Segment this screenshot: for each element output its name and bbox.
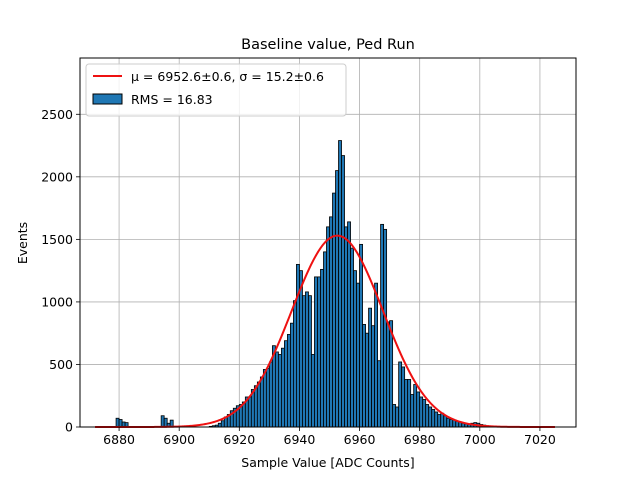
histogram-bar: [374, 282, 378, 428]
histogram-bar: [359, 243, 363, 428]
histogram-bar: [446, 417, 451, 428]
histogram-bar: [362, 324, 366, 428]
legend-hist-swatch: [92, 93, 123, 105]
histogram-bar: [410, 394, 415, 428]
histogram-bar: [353, 270, 357, 428]
histogram-bar: [440, 412, 445, 428]
x-tick-label: 6880: [103, 432, 135, 447]
y-tick-label: 1000: [41, 294, 73, 309]
histogram-bar: [317, 276, 321, 428]
histogram-bar: [332, 192, 336, 428]
y-axis-label: Events: [15, 222, 30, 264]
y-tick-label: 2000: [41, 169, 73, 184]
histogram-bar: [392, 404, 397, 428]
histogram-bar: [265, 367, 270, 428]
histogram-bar: [344, 226, 348, 428]
histogram-bar: [338, 140, 342, 428]
x-tick-label: 6940: [284, 432, 316, 447]
histogram-bar: [383, 228, 388, 428]
histogram-bar: [247, 396, 252, 428]
histogram-bar: [296, 263, 300, 428]
histogram-bar: [365, 332, 369, 428]
histogram-bar: [398, 361, 403, 428]
histogram-bar: [368, 307, 372, 428]
histogram-bar: [305, 291, 309, 428]
histogram-bar: [347, 221, 351, 428]
histogram-bar: [311, 354, 315, 428]
histogram-bar: [320, 268, 324, 428]
histogram-bar: [274, 351, 279, 428]
histogram-bar: [314, 276, 318, 428]
x-tick-label: 6900: [163, 432, 195, 447]
histogram-bar: [386, 321, 391, 428]
x-tick-label: 7000: [464, 432, 496, 447]
histogram-bar: [380, 223, 385, 428]
histogram-bar: [115, 417, 120, 428]
y-tick-label: 500: [49, 357, 73, 372]
histogram-bar: [419, 396, 424, 428]
legend: μ = 6952.6±0.6, σ = 15.2±0.6 RMS = 16.83: [85, 63, 347, 117]
histogram-bar: [284, 340, 288, 428]
histogram-bar: [256, 381, 261, 428]
histogram-bar: [413, 384, 418, 428]
histogram-bar: [217, 422, 222, 428]
histogram-bar: [401, 366, 406, 428]
histogram-bar: [308, 295, 312, 428]
histogram-bar: [377, 360, 382, 428]
histogram-bar: [341, 155, 345, 428]
histogram-bar: [293, 300, 297, 428]
x-axis-ticks: 6880 6900 6920 6940 6960 6980 7000 7020: [103, 427, 556, 447]
y-tick-label: 2500: [41, 107, 73, 122]
histogram-bar: [118, 419, 123, 428]
histogram-bar: [449, 419, 454, 428]
histogram-bar: [299, 270, 303, 428]
histogram-bar: [335, 170, 339, 428]
histogram-bar: [350, 247, 354, 428]
histogram-bar: [160, 415, 165, 428]
legend-box: [85, 63, 347, 117]
x-axis-label: Sample Value [ADC Counts]: [241, 455, 414, 470]
histogram-bar: [434, 411, 439, 428]
histogram-bar: [416, 391, 421, 428]
histogram-bar: [287, 334, 291, 428]
histogram-bar: [443, 415, 448, 428]
histogram-bar: [259, 376, 264, 428]
histogram-bar: [422, 399, 427, 428]
histogram-bar: [371, 325, 375, 428]
x-tick-label: 6960: [344, 432, 376, 447]
y-tick-label: 0: [65, 420, 73, 435]
histogram-bar: [428, 406, 433, 428]
histogram-bar: [268, 361, 273, 428]
histogram-bar: [404, 379, 409, 428]
histogram-bar: [281, 347, 285, 428]
histogram-bar: [302, 295, 306, 428]
histogram-bar: [253, 385, 258, 428]
histogram-bar: [389, 320, 394, 428]
histogram-bar: [329, 216, 333, 428]
histogram-bar: [395, 406, 400, 428]
histogram-bar: [431, 409, 436, 428]
histogram-bar: [356, 282, 360, 428]
y-tick-label: 1500: [41, 232, 73, 247]
histogram-bar: [407, 379, 412, 428]
x-tick-label: 6920: [223, 432, 255, 447]
histogram-bar: [425, 404, 430, 428]
histogram-bar: [262, 369, 267, 428]
histogram-bar: [220, 420, 225, 428]
histogram-bar: [277, 354, 282, 428]
legend-hist-label: RMS = 16.83: [131, 92, 213, 107]
histogram-bar: [323, 251, 327, 428]
histogram-bar: [163, 417, 168, 428]
x-tick-label: 7020: [524, 432, 556, 447]
axes-frame: [79, 57, 577, 428]
histogram-bar: [290, 322, 294, 428]
legend-fit-label: μ = 6952.6±0.6, σ = 15.2±0.6: [131, 69, 324, 84]
histogram-bar: [437, 414, 442, 428]
histogram-bar: [326, 226, 330, 428]
x-tick-label: 6980: [404, 432, 436, 447]
chart-title: Baseline value, Ped Run: [241, 37, 415, 53]
y-axis-ticks: 0 500 1000 1500 2000 2500: [41, 107, 80, 435]
